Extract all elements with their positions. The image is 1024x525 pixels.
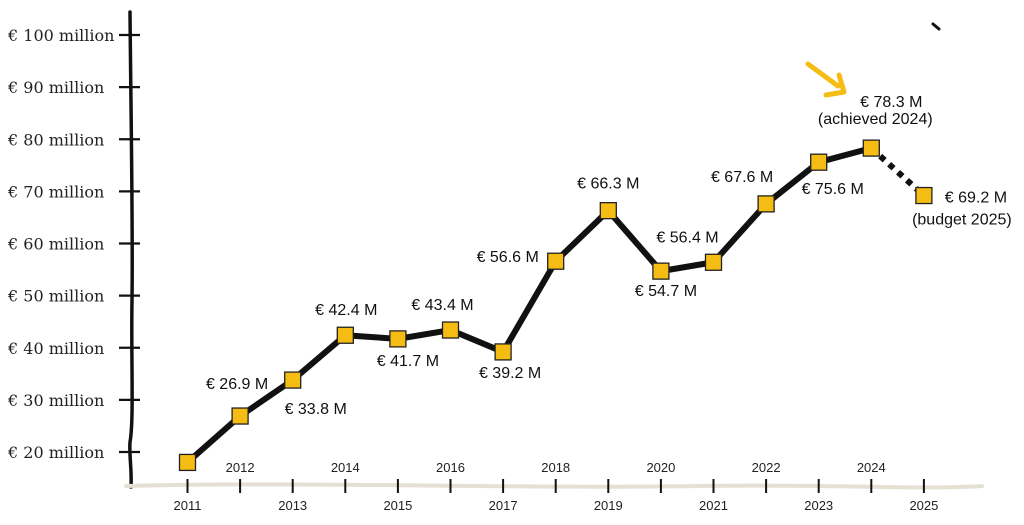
y-tick-label: € 20 million <box>7 443 104 462</box>
data-label: € 26.9 M <box>206 376 268 393</box>
data-point-marker <box>178 453 197 472</box>
x-tick-label: 2021 <box>699 498 728 513</box>
y-tick-label: € 40 million <box>7 339 104 358</box>
data-label: € 56.6 M <box>477 249 539 266</box>
data-label: € 69.2 M <box>945 190 1007 207</box>
data-label: € 78.3 M <box>860 94 922 111</box>
y-tick-label: € 100 million <box>7 26 114 45</box>
data-label: € 33.8 M <box>285 401 347 418</box>
y-tick-label: € 30 million <box>7 391 104 410</box>
x-tick-label: 2012 <box>226 460 255 475</box>
y-tick-label: € 80 million <box>7 130 104 149</box>
data-point-marker <box>652 262 670 280</box>
data-point-marker <box>284 371 302 389</box>
x-tick-label: 2019 <box>594 498 623 513</box>
x-tick-label: 2018 <box>541 460 570 475</box>
data-labels: € 26.9 M € 33.8 M € 42.4 M € 41.7 M € 43.4 M… <box>206 94 1012 418</box>
x-tick-label: 2015 <box>383 498 412 513</box>
x-tick-label: 2016 <box>436 460 465 475</box>
data-label: € 39.2 M <box>479 365 541 382</box>
y-tick-label: € 60 million <box>7 235 104 254</box>
x-tick-label: 2023 <box>804 498 833 513</box>
x-axis-ticks: 2011 2012 2013 2014 2015 2016 2017 2018 2019 2020… <box>174 460 939 513</box>
data-label: € 56.4 M <box>656 229 718 246</box>
data-label: € 42.4 M <box>315 302 377 319</box>
y-axis-ticks: € 100 million € 90 million € 80 million € 7… <box>7 26 140 462</box>
highlight-arrow-icon <box>805 61 847 98</box>
annotation-label: (budget 2025) <box>912 212 1012 229</box>
data-point-marker <box>810 153 828 171</box>
data-point-marker <box>389 330 407 348</box>
series-markers <box>178 139 933 472</box>
data-point-marker <box>704 253 723 271</box>
data-point-marker <box>757 195 775 213</box>
x-tick-label: 2014 <box>331 460 360 475</box>
x-tick-label: 2017 <box>489 498 518 513</box>
x-tick-label: 2022 <box>752 460 781 475</box>
x-tick-label: 2024 <box>857 460 886 475</box>
series-line-solid <box>184 145 875 466</box>
annotation-label: (achieved 2024) <box>818 111 933 128</box>
y-axis-line <box>128 10 135 489</box>
data-label: € 75.6 M <box>802 181 864 198</box>
x-axis-baseline <box>124 482 984 490</box>
data-label: € 67.6 M <box>711 169 773 186</box>
data-point-marker <box>336 326 354 344</box>
y-tick-label: € 70 million <box>7 182 104 201</box>
data-point-marker <box>547 252 565 270</box>
data-label: € 66.3 M <box>577 176 639 193</box>
data-point-marker <box>599 202 617 220</box>
y-tick-label: € 50 million <box>7 287 104 306</box>
x-tick-label: 2025 <box>909 498 938 513</box>
decorative-stroke <box>931 22 941 31</box>
data-point-marker <box>231 407 249 425</box>
data-label: € 41.7 M <box>377 353 439 370</box>
data-point-marker <box>441 321 460 339</box>
x-tick-label: 2013 <box>278 498 307 513</box>
series-line <box>184 145 926 466</box>
x-tick-label: 2011 <box>174 498 202 513</box>
x-tick-label: 2020 <box>646 460 675 475</box>
y-tick-label: € 90 million <box>7 78 104 97</box>
data-label: € 43.4 M <box>411 297 473 314</box>
data-point-marker <box>494 343 512 361</box>
data-label: € 54.7 M <box>635 283 697 300</box>
data-point-marker <box>915 186 933 205</box>
data-point-marker <box>862 139 880 157</box>
